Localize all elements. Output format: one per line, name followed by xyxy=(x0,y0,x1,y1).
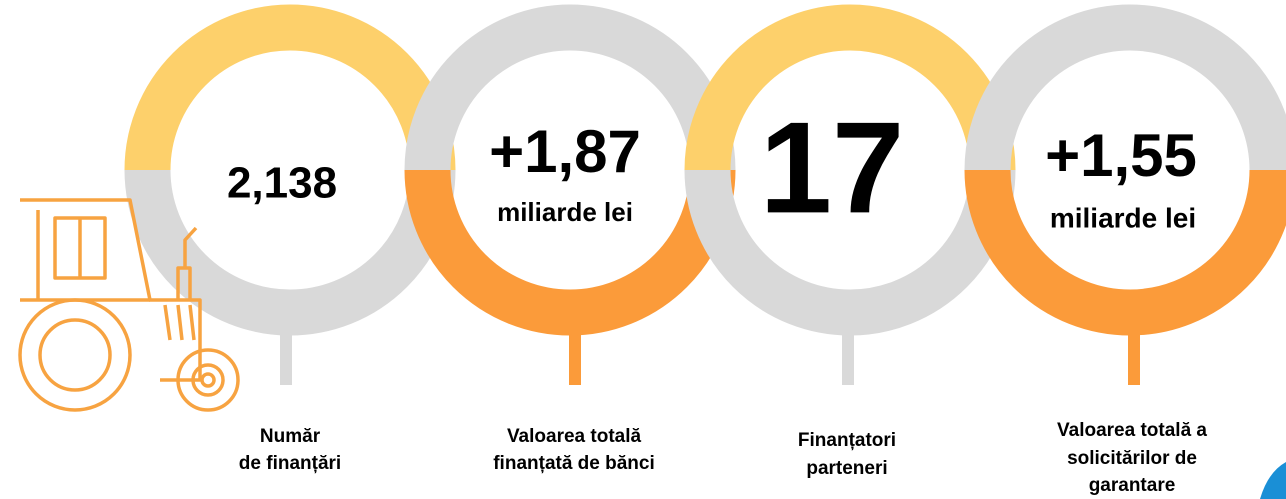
label: Finanțatori xyxy=(798,430,896,451)
label: garantare xyxy=(1089,475,1176,496)
unit: miliarde lei xyxy=(1050,202,1196,233)
unit: miliarde lei xyxy=(497,197,633,227)
value: 17 xyxy=(760,94,905,240)
label: de finanțări xyxy=(239,453,341,474)
value: 2,138 xyxy=(227,159,337,208)
ring xyxy=(684,4,1016,385)
value: +1,87 xyxy=(489,118,641,185)
ring xyxy=(404,4,736,385)
label: solicitărilor de xyxy=(1067,448,1197,469)
label: parteneri xyxy=(806,458,887,479)
label: Valoarea totală a xyxy=(1057,420,1207,441)
label: Valoarea totală xyxy=(507,426,642,447)
ring xyxy=(124,4,456,385)
logo-fragment xyxy=(1260,462,1286,499)
label: Număr xyxy=(260,426,321,447)
tractor-icon xyxy=(18,198,240,412)
value: +1,55 xyxy=(1045,122,1197,189)
ring xyxy=(964,4,1286,385)
label: finanțată de bănci xyxy=(493,453,655,474)
